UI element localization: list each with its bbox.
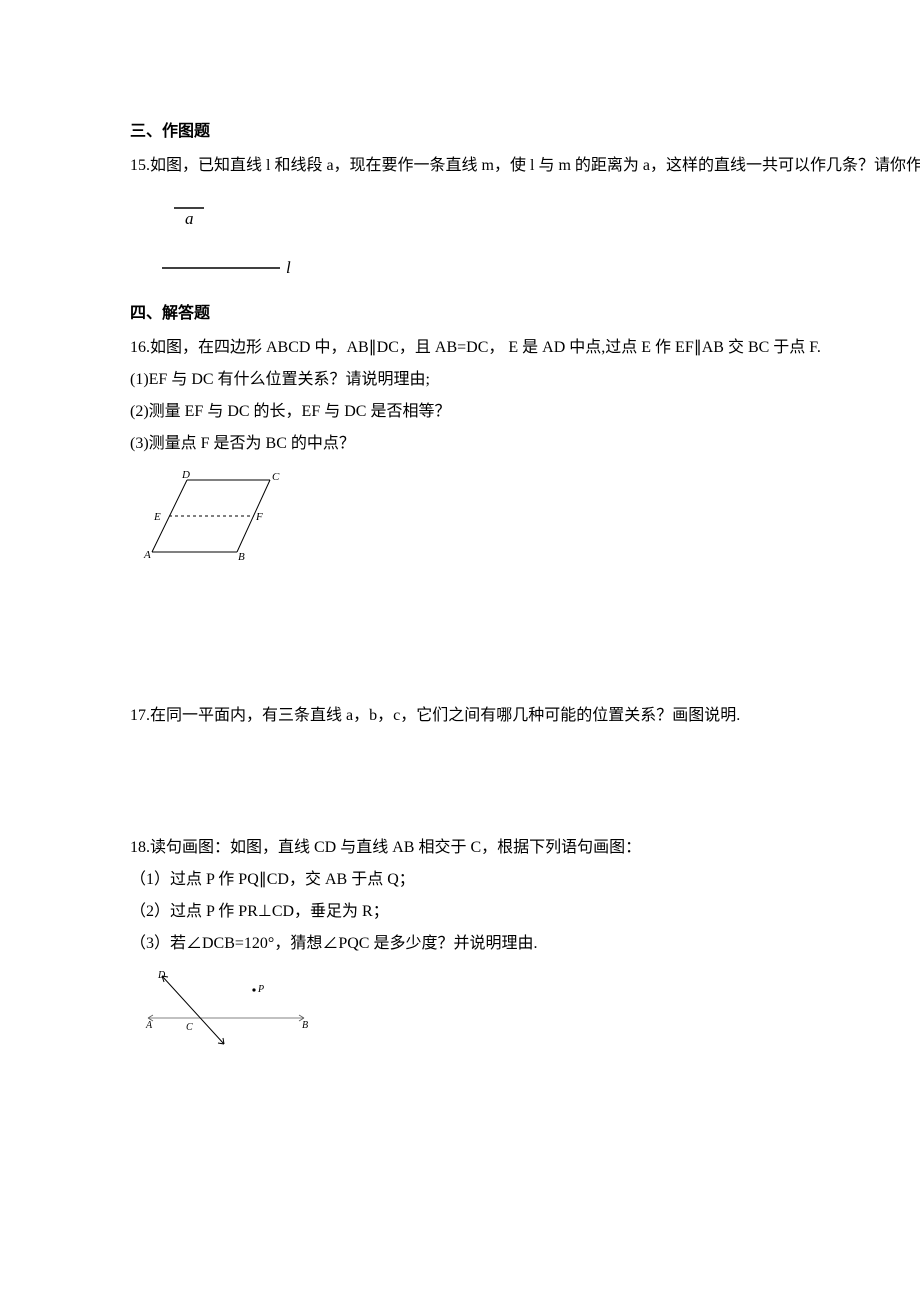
svg-text:D: D — [181, 469, 190, 481]
label-a: a — [185, 209, 194, 228]
section-3-heading: 三、作图题 — [130, 116, 920, 148]
q15-svg: a l — [142, 190, 302, 280]
q18-svg: A B C D P — [142, 968, 312, 1046]
q16-line3: (2)测量 EF 与 DC 的长，EF 与 DC 是否相等？ — [130, 396, 920, 428]
q16-line1: 16.如图，在四边形 ABCD 中，AB∥DC，且 AB=DC， E 是 AD … — [130, 332, 920, 364]
q18-figure: A B C D P — [142, 968, 920, 1058]
label-l: l — [286, 258, 291, 277]
q18-line4: （3）若∠DCB=120°，猜想∠PQC 是多少度？并说明理由. — [130, 928, 920, 960]
section-4-heading: 四、解答题 — [130, 298, 920, 330]
svg-text:P: P — [257, 984, 264, 995]
svg-text:A: A — [145, 1020, 153, 1031]
svg-text:B: B — [302, 1020, 308, 1031]
svg-text:C: C — [272, 471, 280, 483]
svg-text:C: C — [186, 1022, 193, 1033]
svg-text:E: E — [153, 511, 161, 523]
q16-svg: A B C D E F — [142, 468, 292, 562]
q18-line1: 18.读句画图：如图，直线 CD 与直线 AB 相交于 C，根据下列语句画图： — [130, 832, 920, 864]
q15-text: 15.如图，已知直线 l 和线段 a，现在要作一条直线 m，使 l 与 m 的距… — [130, 150, 920, 182]
q17-text: 17.在同一平面内，有三条直线 a，b，c，它们之间有哪几种可能的位置关系？画图… — [130, 700, 920, 732]
q15-figure: a l — [142, 190, 920, 292]
svg-text:A: A — [143, 549, 151, 561]
q16-line2: (1)EF 与 DC 有什么位置关系？请说明理由; — [130, 364, 920, 396]
spacer — [130, 732, 920, 832]
q16-line4: (3)测量点 F 是否为 BC 的中点？ — [130, 428, 920, 460]
svg-text:F: F — [255, 511, 263, 523]
svg-text:D: D — [157, 970, 166, 981]
svg-text:B: B — [238, 551, 245, 562]
q18-line3: （2）过点 P 作 PR⊥CD，垂足为 R； — [130, 896, 920, 928]
q16-figure: A B C D E F — [142, 468, 920, 574]
spacer — [130, 580, 920, 700]
q18-line2: （1）过点 P 作 PQ∥CD，交 AB 于点 Q； — [130, 864, 920, 896]
